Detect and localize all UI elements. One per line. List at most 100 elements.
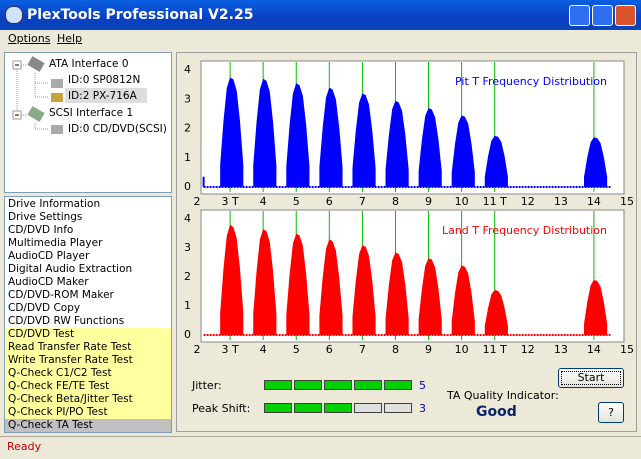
y-tick-label: 2 (184, 270, 191, 283)
status-text: Ready (7, 440, 42, 453)
meter-label: Jitter: (192, 379, 222, 392)
x-tick-label: 15 (620, 195, 634, 208)
y-tick-label: 0 (184, 180, 191, 193)
x-tick-label: 6 (326, 343, 333, 356)
function-item[interactable]: CD/DVD Info (8, 224, 74, 236)
x-tick-label: 4 (260, 195, 267, 208)
x-tick-label: 5 (293, 343, 300, 356)
x-tick-label: 12 (521, 195, 535, 208)
y-tick-label: 1 (184, 299, 191, 312)
menu-item[interactable]: Options (8, 32, 51, 45)
meter-value: 5 (419, 379, 426, 392)
function-item[interactable]: Digital Audio Extraction (8, 263, 133, 275)
x-tick-label: 8 (392, 343, 399, 356)
x-tick-label: 10 (455, 343, 469, 356)
x-tick-label: 12 (521, 343, 535, 356)
menu-item[interactable]: Help (57, 32, 83, 45)
distribution-area (202, 77, 608, 187)
function-item[interactable]: Q-Check FE/TE Test (5, 380, 171, 393)
x-tick-label: 14 (587, 195, 601, 208)
y-tick-label: 3 (184, 241, 191, 254)
x-tick-label: 13 (554, 343, 568, 356)
function-item[interactable]: CD/DVD Copy (8, 302, 81, 314)
function-item[interactable]: Read Transfer Rate Test (5, 341, 171, 354)
quality-value: Good (476, 404, 517, 420)
function-item[interactable]: Write Transfer Rate Test (5, 354, 171, 367)
tree-node[interactable]: ID:0 SP0812N (68, 74, 141, 86)
quality-label: TA Quality Indicator: (447, 389, 559, 402)
meter-segment-on (354, 380, 382, 390)
meter-segment-on (294, 403, 322, 413)
meter-segment-on (384, 380, 412, 390)
function-item[interactable]: CD/DVD-ROM Maker (8, 289, 114, 301)
y-tick-label: 2 (184, 122, 191, 135)
x-tick-label: 10 (455, 195, 469, 208)
tree-node[interactable]: ID:2 PX-716A (68, 90, 137, 102)
x-tick-label: 11 T (483, 343, 507, 356)
meter-panel: TA Quality Indicator: Good Start ? Jitte… (176, 362, 637, 432)
tree-node[interactable]: SCSI Interface 1 (49, 107, 134, 119)
x-tick-label: 9 (425, 195, 432, 208)
y-tick-label: 0 (184, 328, 191, 341)
function-list: Drive Information Drive Settings CD/DVD In… (4, 196, 172, 433)
chart-title: Land T Frequency Distribution (442, 224, 607, 237)
close-button[interactable] (615, 5, 636, 26)
meter-value: 3 (419, 402, 426, 415)
x-tick-label: 8 (392, 195, 399, 208)
status-bar: Ready (0, 436, 641, 459)
x-tick-label: 7 (359, 195, 366, 208)
device-tree: ATA Interface 0 ID:0 SP0812N ID:2 PX-716… (4, 52, 172, 193)
function-item[interactable]: Q-Check Beta/Jitter Test (5, 393, 171, 406)
x-tick-label: 2 (194, 195, 201, 208)
meter-segment-off (384, 403, 412, 413)
window-title: PlexTools Professional V2.25 (27, 7, 254, 23)
y-tick-label: 3 (184, 92, 191, 105)
function-item[interactable]: Q-Check PI/PO Test (5, 406, 171, 419)
meter-segment-on (264, 403, 292, 413)
x-tick-label: 6 (326, 195, 333, 208)
function-item[interactable]: Multimedia Player (8, 237, 103, 249)
function-item[interactable]: AudioCD Player (8, 250, 90, 262)
x-tick-label: 14 (587, 343, 601, 356)
maximize-button[interactable] (592, 5, 613, 26)
chart-title: Pit T Frequency Distribution (455, 75, 607, 88)
tree-lines (12, 56, 147, 134)
x-tick-label: 5 (293, 195, 300, 208)
function-item[interactable]: Drive Settings (8, 211, 83, 223)
x-tick-label: 3 T (221, 343, 238, 356)
meter-segment-on (264, 380, 292, 390)
x-tick-label: 13 (554, 195, 568, 208)
x-tick-label: 15 (620, 343, 634, 356)
function-item[interactable]: AudioCD Maker (8, 276, 89, 288)
meter-segment-on (294, 380, 322, 390)
tree-node[interactable]: ID:0 CD/DVD(SCSI) (68, 123, 167, 135)
function-item[interactable]: Q-Check TA Test (5, 419, 171, 432)
title-bar: PlexTools Professional V2.25 (0, 0, 641, 30)
tree-node[interactable]: ATA Interface 0 (49, 58, 129, 70)
meter-segment-on (324, 380, 352, 390)
meter-segment-on (324, 403, 352, 413)
y-tick-label: 1 (184, 151, 191, 164)
meter-label: Peak Shift: (192, 402, 251, 415)
help-button[interactable]: ? (598, 402, 624, 423)
y-tick-label: 4 (184, 212, 191, 225)
menu-bar: Options Help (0, 30, 641, 48)
distribution-area (220, 224, 608, 335)
function-item[interactable]: CD/DVD Test (5, 328, 171, 341)
meter-segment-off (354, 403, 382, 413)
x-tick-label: 4 (260, 343, 267, 356)
app-icon (5, 6, 23, 24)
minimize-button[interactable] (569, 5, 590, 26)
x-tick-label: 2 (194, 343, 201, 356)
y-tick-label: 4 (184, 63, 191, 76)
start-button[interactable]: Start (558, 368, 624, 388)
x-tick-label: 3 T (221, 195, 238, 208)
function-item[interactable]: Drive Information (8, 198, 101, 210)
function-item[interactable]: CD/DVD RW Functions (8, 315, 125, 327)
x-tick-label: 11 T (483, 195, 507, 208)
x-tick-label: 9 (425, 343, 432, 356)
function-item[interactable]: Q-Check C1/C2 Test (5, 367, 171, 380)
x-tick-label: 7 (359, 343, 366, 356)
